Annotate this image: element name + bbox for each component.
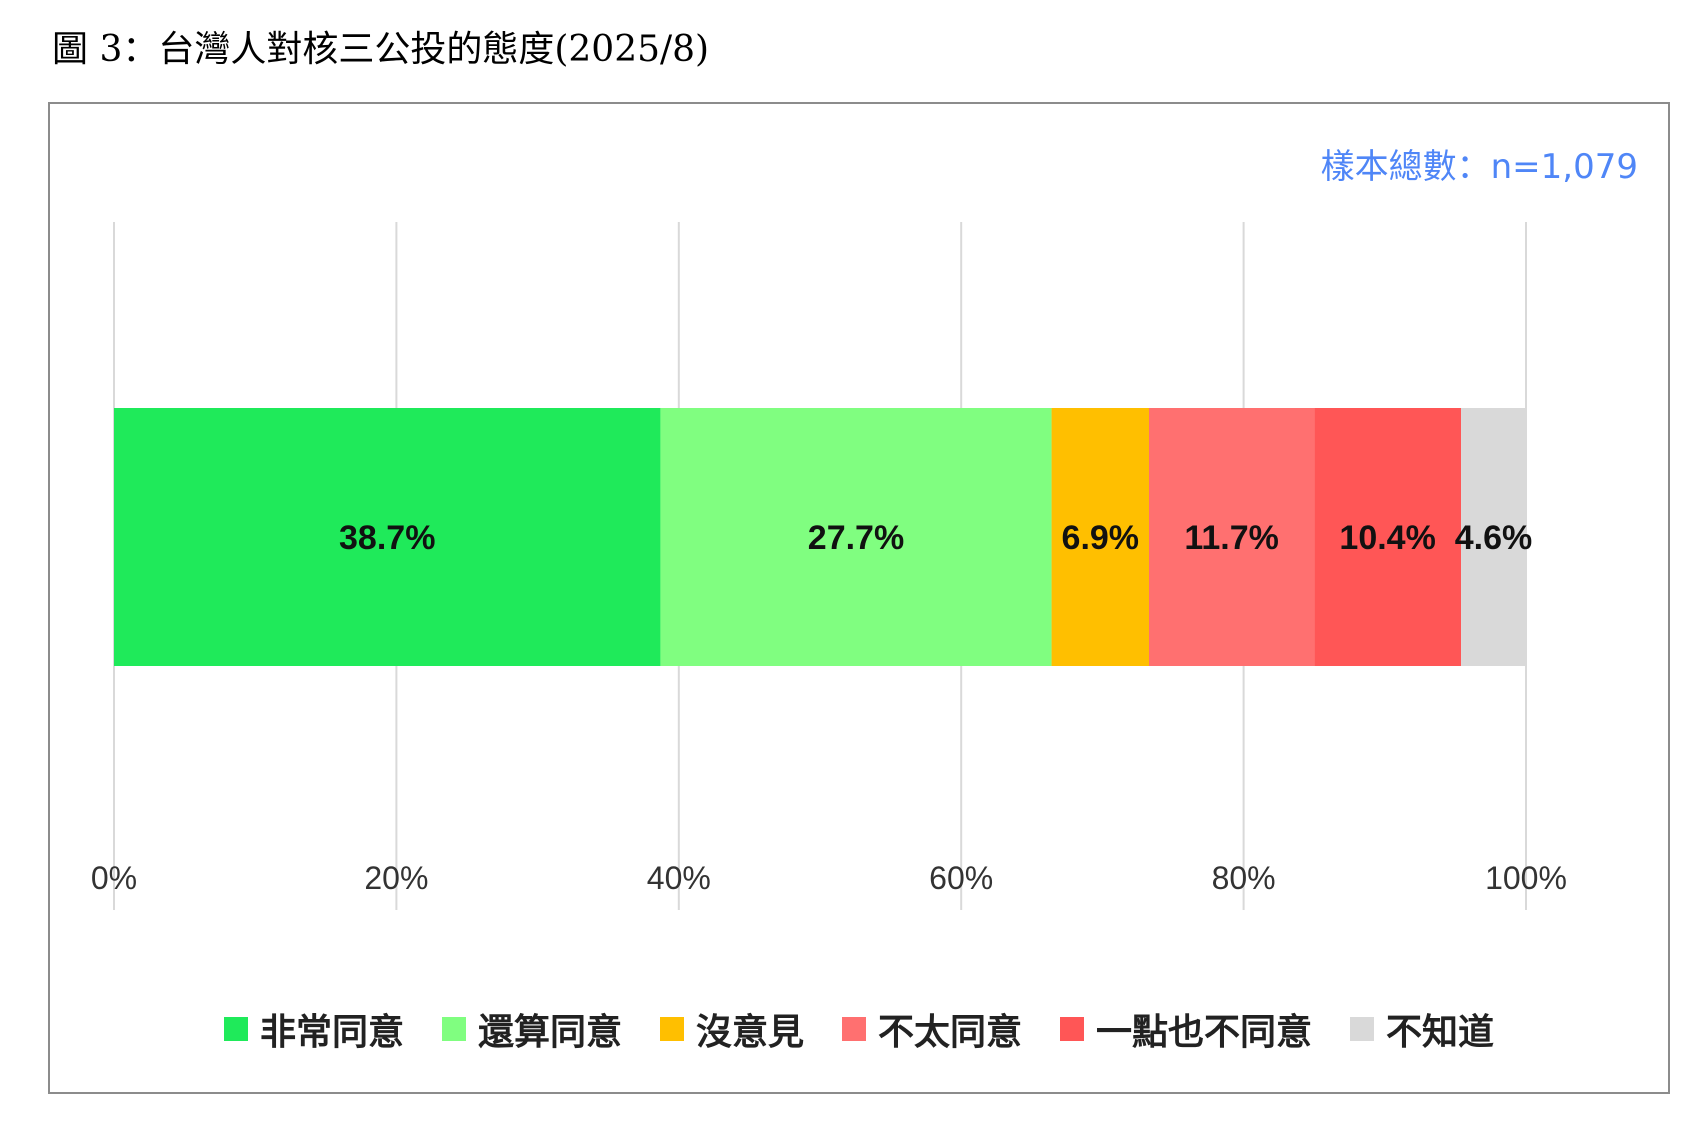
bar-segment (1461, 408, 1526, 666)
legend-label: 不知道 (1386, 1012, 1495, 1053)
chart-frame: 樣本總數：n=1,079 0% 20% 40% 60% 80% 100% 38.7% 27.7… (48, 102, 1670, 1094)
legend-swatch (441, 1017, 466, 1041)
sample-size-label: 樣本總數：n=1,079 (1320, 147, 1638, 187)
figure-title: 圖 3：台灣人對核三公投的態度(2025/8) (52, 29, 710, 70)
legend-label: 一點也不同意 (1096, 1012, 1313, 1053)
legend-label: 不太同意 (878, 1012, 1023, 1053)
x-tick-label: 100% (1485, 860, 1567, 896)
legend-item: 沒意見 (659, 1003, 804, 1055)
x-tick-label: 80% (1212, 860, 1276, 896)
x-tick-label: 0% (91, 860, 137, 896)
stacked-bar-chart: 0% 20% 40% 60% 80% 100% 38.7% 27.7% 6.9% 11.7% 10.… (91, 222, 1567, 910)
data-label: 6.9% (1062, 519, 1140, 557)
legend-swatch (1350, 1017, 1375, 1041)
x-tick-label: 60% (929, 860, 993, 896)
data-label: 10.4% (1339, 519, 1435, 557)
chart-legend: 非常同意 還算同意 沒意見 不太同意 一點也不同意 不知道 (50, 999, 1668, 1059)
bar-segment (1148, 408, 1315, 666)
x-tick-label: 20% (364, 860, 428, 896)
legend-label: 沒意見 (695, 1012, 804, 1053)
legend-item: 還算同意 (441, 1003, 622, 1055)
legend-swatch (1060, 1017, 1085, 1041)
bar-segment (1314, 408, 1462, 666)
legend-label: 還算同意 (477, 1012, 622, 1053)
legend-item: 不太同意 (842, 1003, 1022, 1055)
bar-segment (114, 408, 661, 666)
legend-item: 不知道 (1350, 1003, 1494, 1055)
bar-segment (1051, 408, 1149, 666)
legend-item: 一點也不同意 (1060, 1003, 1312, 1055)
legend-swatch (842, 1017, 866, 1041)
data-label: 4.6% (1455, 519, 1533, 557)
legend-label: 非常同意 (259, 1012, 404, 1053)
data-label: 38.7% (339, 519, 435, 557)
legend-swatch (659, 1017, 684, 1041)
data-label: 11.7% (1184, 519, 1279, 557)
x-tick-label: 40% (647, 860, 711, 896)
data-label: 27.7% (808, 519, 904, 557)
legend-item: 非常同意 (223, 1003, 404, 1055)
legend-swatch (223, 1017, 248, 1041)
bar-segment (660, 408, 1052, 666)
